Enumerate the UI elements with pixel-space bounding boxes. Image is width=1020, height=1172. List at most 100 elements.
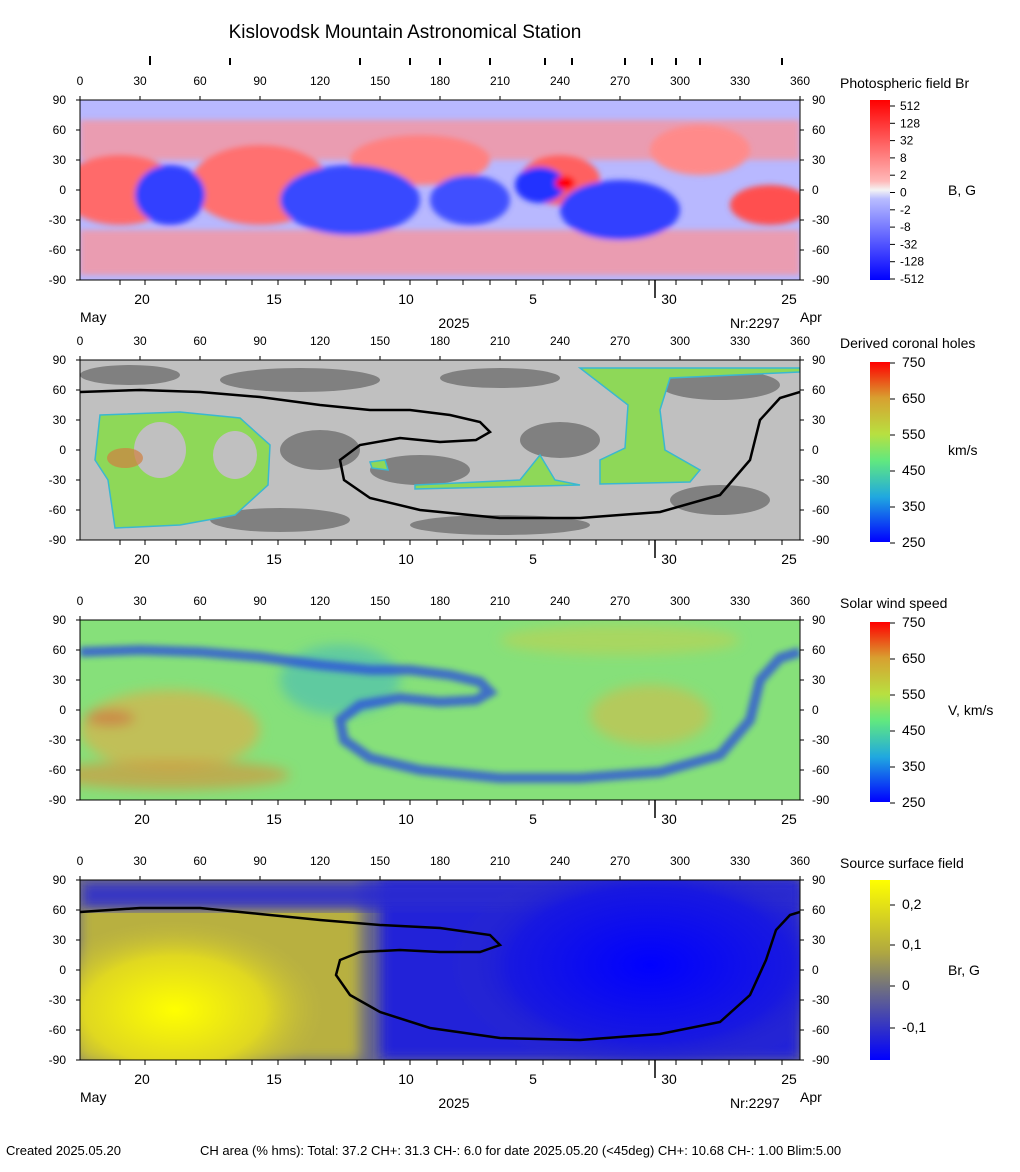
lon-tick-label: 90	[253, 334, 267, 348]
lat-tick-label-left: 30	[53, 413, 67, 427]
panel-coronal-holes	[79, 359, 801, 541]
colorbar-tick-label: 0	[900, 186, 907, 200]
lon-tick-label: 360	[790, 74, 810, 88]
lat-tick-label-left: 60	[53, 123, 67, 137]
lat-tick-label-right: 0	[812, 443, 819, 457]
colorbar-solar-wind	[870, 622, 890, 802]
lon-tick-label: 30	[133, 594, 147, 608]
lat-tick-label-right: 90	[812, 613, 826, 627]
date-tick-label: 10	[398, 811, 414, 827]
date-tick-label: 15	[266, 1071, 282, 1087]
lat-tick-label-right: -30	[812, 733, 830, 747]
colorbar-tick-label: 650	[902, 390, 926, 406]
date-tick-label: 15	[266, 811, 282, 827]
date-tick-label: 30	[661, 811, 677, 827]
panel-photospheric-field	[79, 99, 801, 281]
lon-tick-label: 0	[77, 854, 84, 868]
lat-tick-label-left: 30	[53, 673, 67, 687]
lat-tick-label-right: -90	[812, 273, 830, 287]
date-tick-label: 20	[134, 291, 150, 307]
date-tick-label: 15	[266, 291, 282, 307]
lat-tick-label-left: 30	[53, 153, 67, 167]
footer-created: Created 2025.05.20	[6, 1143, 121, 1158]
lon-tick-label: 240	[550, 854, 570, 868]
lon-tick-label: 90	[253, 854, 267, 868]
year-label: 2025	[438, 1095, 469, 1111]
lon-tick-label: 180	[430, 74, 450, 88]
lon-tick-label: 330	[730, 74, 750, 88]
colorbar-coronal-holes	[870, 362, 890, 542]
colorbar-tick-label: 550	[902, 426, 926, 442]
lat-tick-label-left: 90	[53, 353, 67, 367]
rotation-label: Nr:2297	[730, 1095, 780, 1111]
page-title: Kislovodsk Mountain Astronomical Station	[229, 22, 582, 43]
neutral-line-coronal-holes	[80, 388, 800, 520]
lat-tick-label-left: -30	[49, 993, 67, 1007]
solar-wind-map	[80, 620, 800, 800]
lon-tick-label: 330	[730, 594, 750, 608]
lon-tick-label: 330	[730, 334, 750, 348]
date-tick-label: 30	[661, 551, 677, 567]
colorbar-tick-label: 2	[900, 168, 907, 182]
colorbar-source-surface	[870, 880, 890, 1060]
colorbar-tick-label: -2	[900, 203, 911, 217]
lat-tick-label-left: 0	[59, 183, 66, 197]
lon-tick-label: 0	[77, 594, 84, 608]
source-surface-map	[80, 880, 800, 1060]
lat-tick-label-left: -60	[49, 503, 67, 517]
colorbar-unit-label: Br, G	[948, 962, 980, 978]
lat-tick-label-right: -30	[812, 213, 830, 227]
date-tick-label: 30	[661, 1071, 677, 1087]
lat-tick-label-left: 60	[53, 643, 67, 657]
lat-tick-label-right: 90	[812, 353, 826, 367]
neutral-line-source-surface	[80, 906, 800, 1042]
colorbar-title: Solar wind speed	[840, 595, 947, 611]
lon-tick-label: 120	[310, 594, 330, 608]
lat-tick-label-right: 60	[812, 643, 826, 657]
lat-tick-label-left: -90	[49, 1053, 67, 1067]
lat-tick-label-right: 90	[812, 873, 826, 887]
lon-tick-label: 60	[193, 854, 207, 868]
lat-tick-label-right: 30	[812, 153, 826, 167]
colorbar-tick-label: 750	[902, 354, 926, 370]
colorbar-labels: Photospheric field Br B, G 512 128 32 8 2 0 -2 -8…	[840, 75, 993, 1035]
colorbar-tick-label: 0,2	[902, 896, 922, 912]
date-tick-label: 30	[661, 291, 677, 307]
lon-tick-label: 180	[430, 854, 450, 868]
panel-source-surface-field	[79, 879, 801, 1061]
lat-tick-label-right: 60	[812, 383, 826, 397]
date-tick-label: 5	[529, 291, 537, 307]
colorbar-title: Source surface field	[840, 855, 964, 871]
lat-tick-label-right: -60	[812, 1023, 830, 1037]
lat-tick-label-right: -60	[812, 243, 830, 257]
date-tick-label: 25	[781, 291, 797, 307]
colorbar-title: Photospheric field Br	[840, 75, 970, 91]
lon-tick-label: 330	[730, 854, 750, 868]
colorbar-tick-label: -8	[900, 220, 911, 234]
lon-tick-label: 210	[490, 594, 510, 608]
colorbar-tick-label: -512	[900, 272, 924, 286]
lat-tick-label-left: -90	[49, 273, 67, 287]
colorbar-tick-label: 350	[902, 498, 926, 514]
date-tick-label: 20	[134, 811, 150, 827]
lon-tick-label: 210	[490, 854, 510, 868]
lat-tick-label-left: 90	[53, 613, 67, 627]
lon-tick-label: 120	[310, 334, 330, 348]
lon-tick-label: 150	[370, 594, 390, 608]
panel-solar-wind-speed	[79, 619, 801, 801]
lon-tick-label: 270	[610, 334, 630, 348]
lat-tick-label-left: -60	[49, 763, 67, 777]
lat-tick-label-left: 30	[53, 933, 67, 947]
lat-tick-label-right: 30	[812, 933, 826, 947]
lat-tick-label-right: -60	[812, 503, 830, 517]
date-tick-label: 10	[398, 1071, 414, 1087]
colorbar-tick-label: 250	[902, 534, 926, 550]
lon-tick-label: 30	[133, 334, 147, 348]
colorbar-tick-label: 512	[900, 99, 920, 113]
lon-tick-label: 360	[790, 594, 810, 608]
lat-tick-label-right: -60	[812, 763, 830, 777]
colorbar-unit-label: V, km/s	[948, 702, 993, 718]
month-left-label: May	[80, 1089, 106, 1105]
lat-tick-label-left: -90	[49, 793, 67, 807]
